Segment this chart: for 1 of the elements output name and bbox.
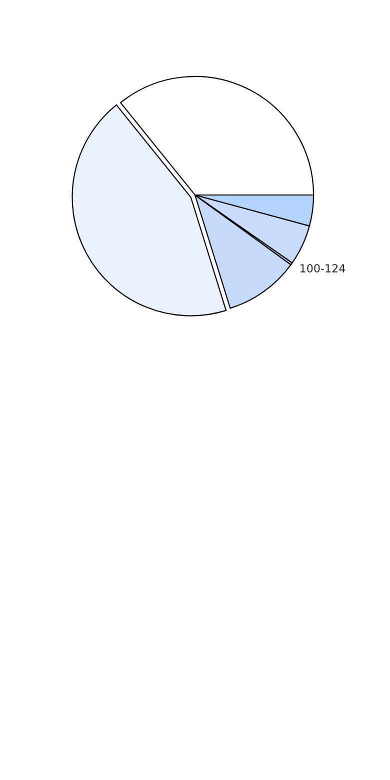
slice-label: 100-124 <box>300 264 346 273</box>
